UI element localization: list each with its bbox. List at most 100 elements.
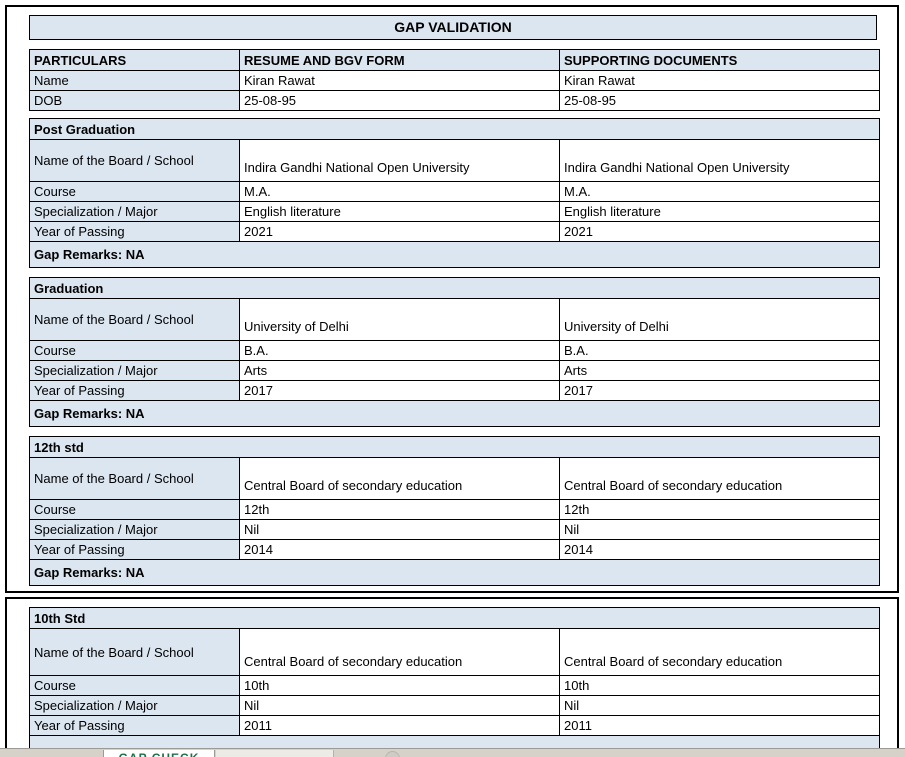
resume-value: 2011: [239, 715, 560, 736]
supporting-value: 12th: [558, 499, 881, 520]
row-label: Name of the Board / School: [29, 628, 240, 676]
section-heading-row: 10th Std: [28, 607, 881, 629]
sheet-tab-bar: GAP CHECK: [0, 748, 905, 757]
resume-value: 10th: [239, 675, 560, 696]
supporting-value: 2011: [558, 715, 881, 736]
table-row-specialization: Specialization / Major Arts Arts: [29, 360, 881, 381]
supporting-value: Arts: [558, 360, 881, 381]
supporting-value: Nil: [558, 519, 881, 540]
add-sheet-button[interactable]: [385, 751, 400, 757]
row-label: Name of the Board / School: [29, 139, 240, 182]
row-label: Course: [29, 675, 240, 696]
resume-value: Kiran Rawat: [239, 70, 560, 91]
resume-value: 2021: [239, 221, 560, 242]
section-heading: 10th Std: [28, 607, 881, 629]
table-row-name: Name Kiran Rawat Kiran Rawat: [29, 70, 880, 91]
row-label: DOB: [29, 90, 240, 111]
resume-value: 2014: [239, 539, 560, 560]
section-heading-row: Post Graduation: [28, 118, 881, 140]
supporting-value: M.A.: [558, 181, 881, 202]
resume-value: Arts: [239, 360, 560, 381]
row-label: Year of Passing: [29, 539, 240, 560]
table-row-year: Year of Passing 2014 2014: [29, 539, 881, 560]
supporting-value: 10th: [558, 675, 881, 696]
table-row-course: Course M.A. M.A.: [29, 181, 881, 202]
section-heading-row: Graduation: [28, 277, 881, 299]
row-label: Course: [29, 340, 240, 361]
supporting-value: 25-08-95: [559, 90, 880, 111]
resume-value: B.A.: [239, 340, 560, 361]
table-row-year: Year of Passing 2021 2021: [29, 221, 881, 242]
gap-remarks-row: Gap Remarks: NA: [28, 559, 881, 586]
resume-value: Central Board of secondary education: [239, 457, 560, 500]
table-row-dob: DOB 25-08-95 25-08-95: [29, 90, 880, 111]
table-row-year: Year of Passing 2017 2017: [29, 380, 881, 401]
row-label: Name of the Board / School: [29, 457, 240, 500]
row-label: Year of Passing: [29, 715, 240, 736]
section-heading: 12th std: [28, 436, 881, 458]
resume-value: 12th: [239, 499, 560, 520]
section-post-graduation: Post Graduation Name of the Board / Scho…: [28, 118, 881, 268]
section-12th-std: 12th std Name of the Board / School Cent…: [28, 436, 881, 586]
table-row-board: Name of the Board / School Central Board…: [29, 628, 881, 676]
row-label: Specialization / Major: [29, 695, 240, 716]
lower-frame: 10th Std Name of the Board / School Cent…: [5, 597, 899, 757]
table-row-specialization: Specialization / Major English literatur…: [29, 201, 881, 222]
resume-value: University of Delhi: [239, 298, 560, 341]
supporting-value: Indira Gandhi National Open University: [558, 139, 881, 182]
page-title: GAP VALIDATION: [29, 15, 877, 40]
particulars-table: PARTICULARS RESUME AND BGV FORM SUPPORTI…: [29, 49, 880, 111]
resume-value: Nil: [239, 695, 560, 716]
row-label: Course: [29, 499, 240, 520]
supporting-value: Central Board of secondary education: [558, 457, 881, 500]
row-label: Name: [29, 70, 240, 91]
supporting-value: English literature: [558, 201, 881, 222]
sheet-tab-blank[interactable]: [216, 750, 334, 757]
resume-value: 2017: [239, 380, 560, 401]
resume-value: Indira Gandhi National Open University: [239, 139, 560, 182]
row-label: Year of Passing: [29, 380, 240, 401]
row-label: Specialization / Major: [29, 201, 240, 222]
column-header-particulars: PARTICULARS: [29, 49, 240, 71]
column-header-resume: RESUME AND BGV FORM: [239, 49, 560, 71]
resume-value: English literature: [239, 201, 560, 222]
table-row-specialization: Specialization / Major Nil Nil: [29, 519, 881, 540]
table-row-course: Course B.A. B.A.: [29, 340, 881, 361]
gap-remarks-row: Gap Remarks: NA: [28, 400, 881, 427]
supporting-value: B.A.: [558, 340, 881, 361]
section-10th-std: 10th Std Name of the Board / School Cent…: [28, 607, 881, 757]
table-row-year: Year of Passing 2011 2011: [29, 715, 881, 736]
supporting-value: Central Board of secondary education: [558, 628, 881, 676]
table-row-board: Name of the Board / School Indira Gandhi…: [29, 139, 881, 182]
table-row-board: Name of the Board / School University of…: [29, 298, 881, 341]
row-label: Course: [29, 181, 240, 202]
resume-value: Nil: [239, 519, 560, 540]
section-graduation: Graduation Name of the Board / School Un…: [28, 277, 881, 427]
row-label: Specialization / Major: [29, 360, 240, 381]
resume-value: M.A.: [239, 181, 560, 202]
section-heading: Post Graduation: [28, 118, 881, 140]
section-heading: Graduation: [28, 277, 881, 299]
particulars-header-row: PARTICULARS RESUME AND BGV FORM SUPPORTI…: [29, 49, 880, 71]
table-row-specialization: Specialization / Major Nil Nil: [29, 695, 881, 716]
upper-frame: GAP VALIDATION PARTICULARS RESUME AND BG…: [5, 5, 899, 593]
gap-remarks-row: Gap Remarks: NA: [28, 241, 881, 268]
supporting-value: Kiran Rawat: [559, 70, 880, 91]
supporting-value: University of Delhi: [558, 298, 881, 341]
row-label: Year of Passing: [29, 221, 240, 242]
table-row-board: Name of the Board / School Central Board…: [29, 457, 881, 500]
resume-value: Central Board of secondary education: [239, 628, 560, 676]
supporting-value: Nil: [558, 695, 881, 716]
supporting-value: 2021: [558, 221, 881, 242]
table-row-course: Course 10th 10th: [29, 675, 881, 696]
gap-remarks: Gap Remarks: NA: [28, 241, 881, 268]
row-label: Specialization / Major: [29, 519, 240, 540]
table-row-course: Course 12th 12th: [29, 499, 881, 520]
row-label: Name of the Board / School: [29, 298, 240, 341]
gap-remarks: Gap Remarks: NA: [28, 400, 881, 427]
gap-remarks: Gap Remarks: NA: [28, 559, 881, 586]
supporting-value: 2014: [558, 539, 881, 560]
sheet-tab-gap-check[interactable]: GAP CHECK: [103, 750, 215, 757]
section-heading-row: 12th std: [28, 436, 881, 458]
